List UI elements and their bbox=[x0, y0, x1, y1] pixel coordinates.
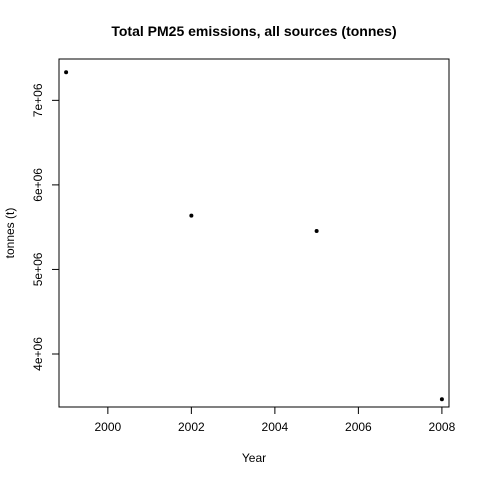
x-tick-label: 2006 bbox=[345, 420, 372, 434]
y-axis: 4e+06 5e+06 6e+06 7e+06 bbox=[31, 83, 60, 371]
y-tick-label: 5e+06 bbox=[31, 252, 45, 286]
x-tick-label: 2000 bbox=[95, 420, 122, 434]
y-tick-label: 4e+06 bbox=[31, 337, 45, 371]
x-axis: 2000 2002 2004 2006 2008 bbox=[95, 406, 456, 434]
x-tick-label: 2004 bbox=[262, 420, 289, 434]
data-point bbox=[189, 213, 194, 218]
x-tick-label: 2008 bbox=[429, 420, 456, 434]
x-tick-label: 2002 bbox=[178, 420, 205, 434]
y-tick-label: 6e+06 bbox=[31, 168, 45, 202]
data-point bbox=[314, 229, 319, 234]
plot-area-frame bbox=[58, 58, 450, 408]
chart-title: Total PM25 emissions, all sources (tonne… bbox=[111, 23, 396, 39]
data-point bbox=[439, 397, 444, 402]
y-axis-label: tonnes (t) bbox=[3, 208, 17, 259]
data-points bbox=[64, 70, 444, 402]
data-point bbox=[64, 70, 69, 75]
x-axis-label: Year bbox=[242, 451, 266, 465]
y-tick-label: 7e+06 bbox=[31, 83, 45, 117]
